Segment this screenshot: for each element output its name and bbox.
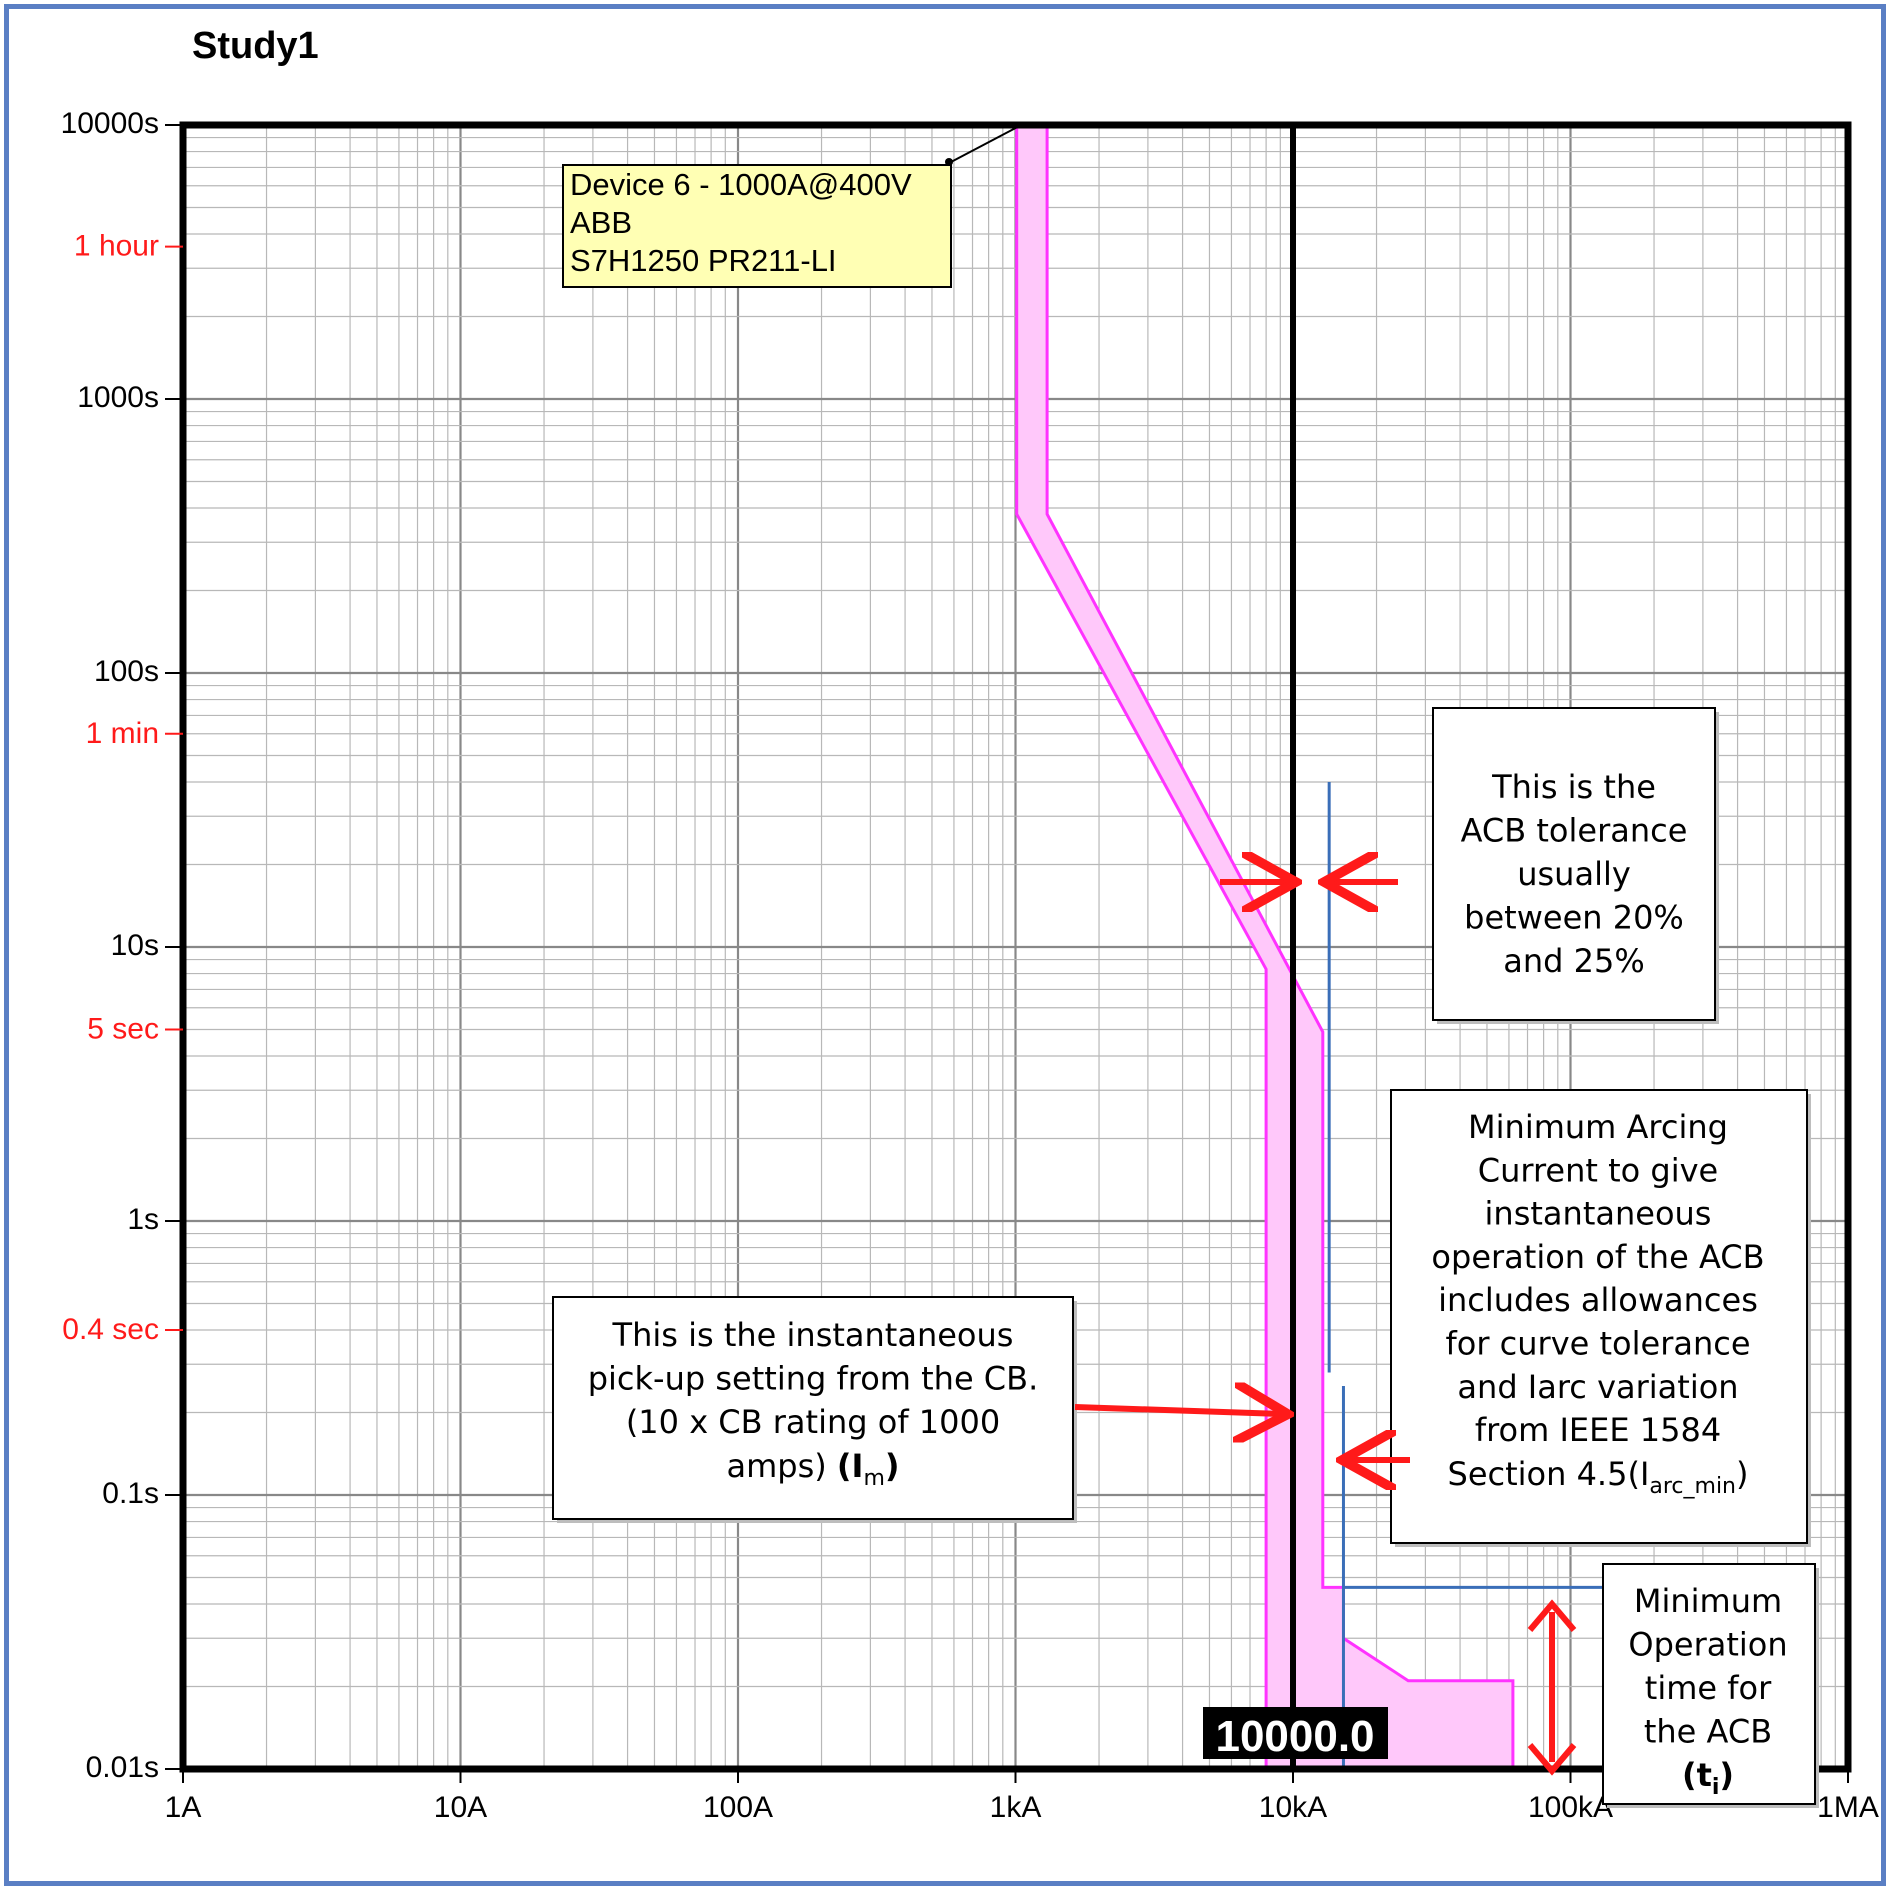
op-time-note-box [1602,1563,1816,1805]
tolerance-note-line: ACB tolerance [1461,812,1688,850]
x-tick-label: 1kA [990,1791,1042,1824]
device-label-line: ABB [570,205,632,240]
arcing-note-line: for curve tolerance [1445,1325,1750,1363]
y-ref-tick-label: 1 min [86,717,159,750]
op-time-arrow-top [1527,1599,1577,1632]
device-label-line: Device 6 - 1000A@400V [570,167,912,202]
pickup-note-line: (10 x CB rating of 1000 [626,1403,1000,1441]
x-tick-label: 1MA [1817,1791,1879,1824]
pickup-arrow [1074,1407,1282,1414]
y-tick-label: 10000s [61,107,159,140]
arcing-note-line: includes allowances [1438,1281,1758,1319]
tolerance-note-line: usually [1517,855,1631,893]
x-tick-label: 10kA [1259,1791,1327,1824]
arcing-note-line: instantaneous [1485,1195,1712,1233]
annotations: This is the ACB tolerance usually between 2… [552,707,1819,1808]
arcing-note-box [1390,1089,1808,1544]
op-time-note-line: Minimum [1634,1582,1782,1620]
y-tick-label: 10s [111,929,159,962]
y-ref-tick-label: 5 sec [87,1012,159,1045]
axis-ticks: 10000s 1000s 100s 10s 1s 0.1s 0.01s 1 hour 1 min… [61,107,1879,1824]
arcing-note-line: operation of the ACB [1431,1238,1764,1276]
op-time-note-line: Operation [1628,1626,1787,1664]
y-tick-label: 0.1s [102,1477,159,1510]
device-label-box [562,164,952,288]
tolerance-note-box [1432,707,1716,1021]
x-tick-label: 1A [165,1791,202,1824]
pickup-note-box [552,1296,1074,1520]
op-time-arrow-bottom [1527,1743,1577,1776]
tolerance-note-line: This is the [1491,768,1656,806]
op-time-note-last-line: (ti) [1682,1756,1734,1800]
pickup-note-line: pick-up setting from the CB. [588,1360,1039,1398]
op-time-note-line: the ACB [1644,1713,1772,1751]
y-tick-label: 1000s [77,381,159,414]
tolerance-note-line: and 25% [1503,942,1645,980]
x-tick-label: 100kA [1528,1791,1613,1824]
op-time-note-line: time for [1645,1669,1772,1707]
y-tick-label: 1s [127,1203,159,1236]
arcing-note-last-line: Section 4.5(Iarc_min) [1448,1455,1749,1499]
device-label-line: S7H1250 PR211-LI [570,243,837,278]
y-ref-tick-label: 0.4 sec [62,1313,159,1346]
arcing-note-line: Current to give [1478,1151,1718,1189]
x-tick-label: 100A [703,1791,773,1824]
y-tick-label: 0.01s [86,1751,159,1784]
device-label-leader [950,124,1022,163]
chart-title: Study1 [192,25,319,67]
arcing-note-line: and Iarc variation [1457,1368,1738,1406]
y-tick-label: 100s [94,655,159,688]
cursor-readout[interactable]: 10000.0 [1203,1707,1388,1761]
y-ref-tick-label: 1 hour [74,230,159,263]
pickup-note-last-line: amps) (Im) [726,1447,899,1491]
arcing-note-line: Minimum Arcing [1468,1108,1728,1146]
curve-band-0 [1016,125,1513,1769]
arcing-note-line: from IEEE 1584 [1475,1411,1721,1449]
cursor-readout-value: 10000.0 [1215,1712,1374,1761]
cursor-readout-box [1203,1707,1388,1759]
tolerance-note-line: between 20% [1464,899,1684,937]
pickup-note-line: This is the instantaneous [612,1316,1014,1354]
curve-left-edge-0 [1015,125,1268,1769]
x-tick-label: 10A [434,1791,487,1824]
